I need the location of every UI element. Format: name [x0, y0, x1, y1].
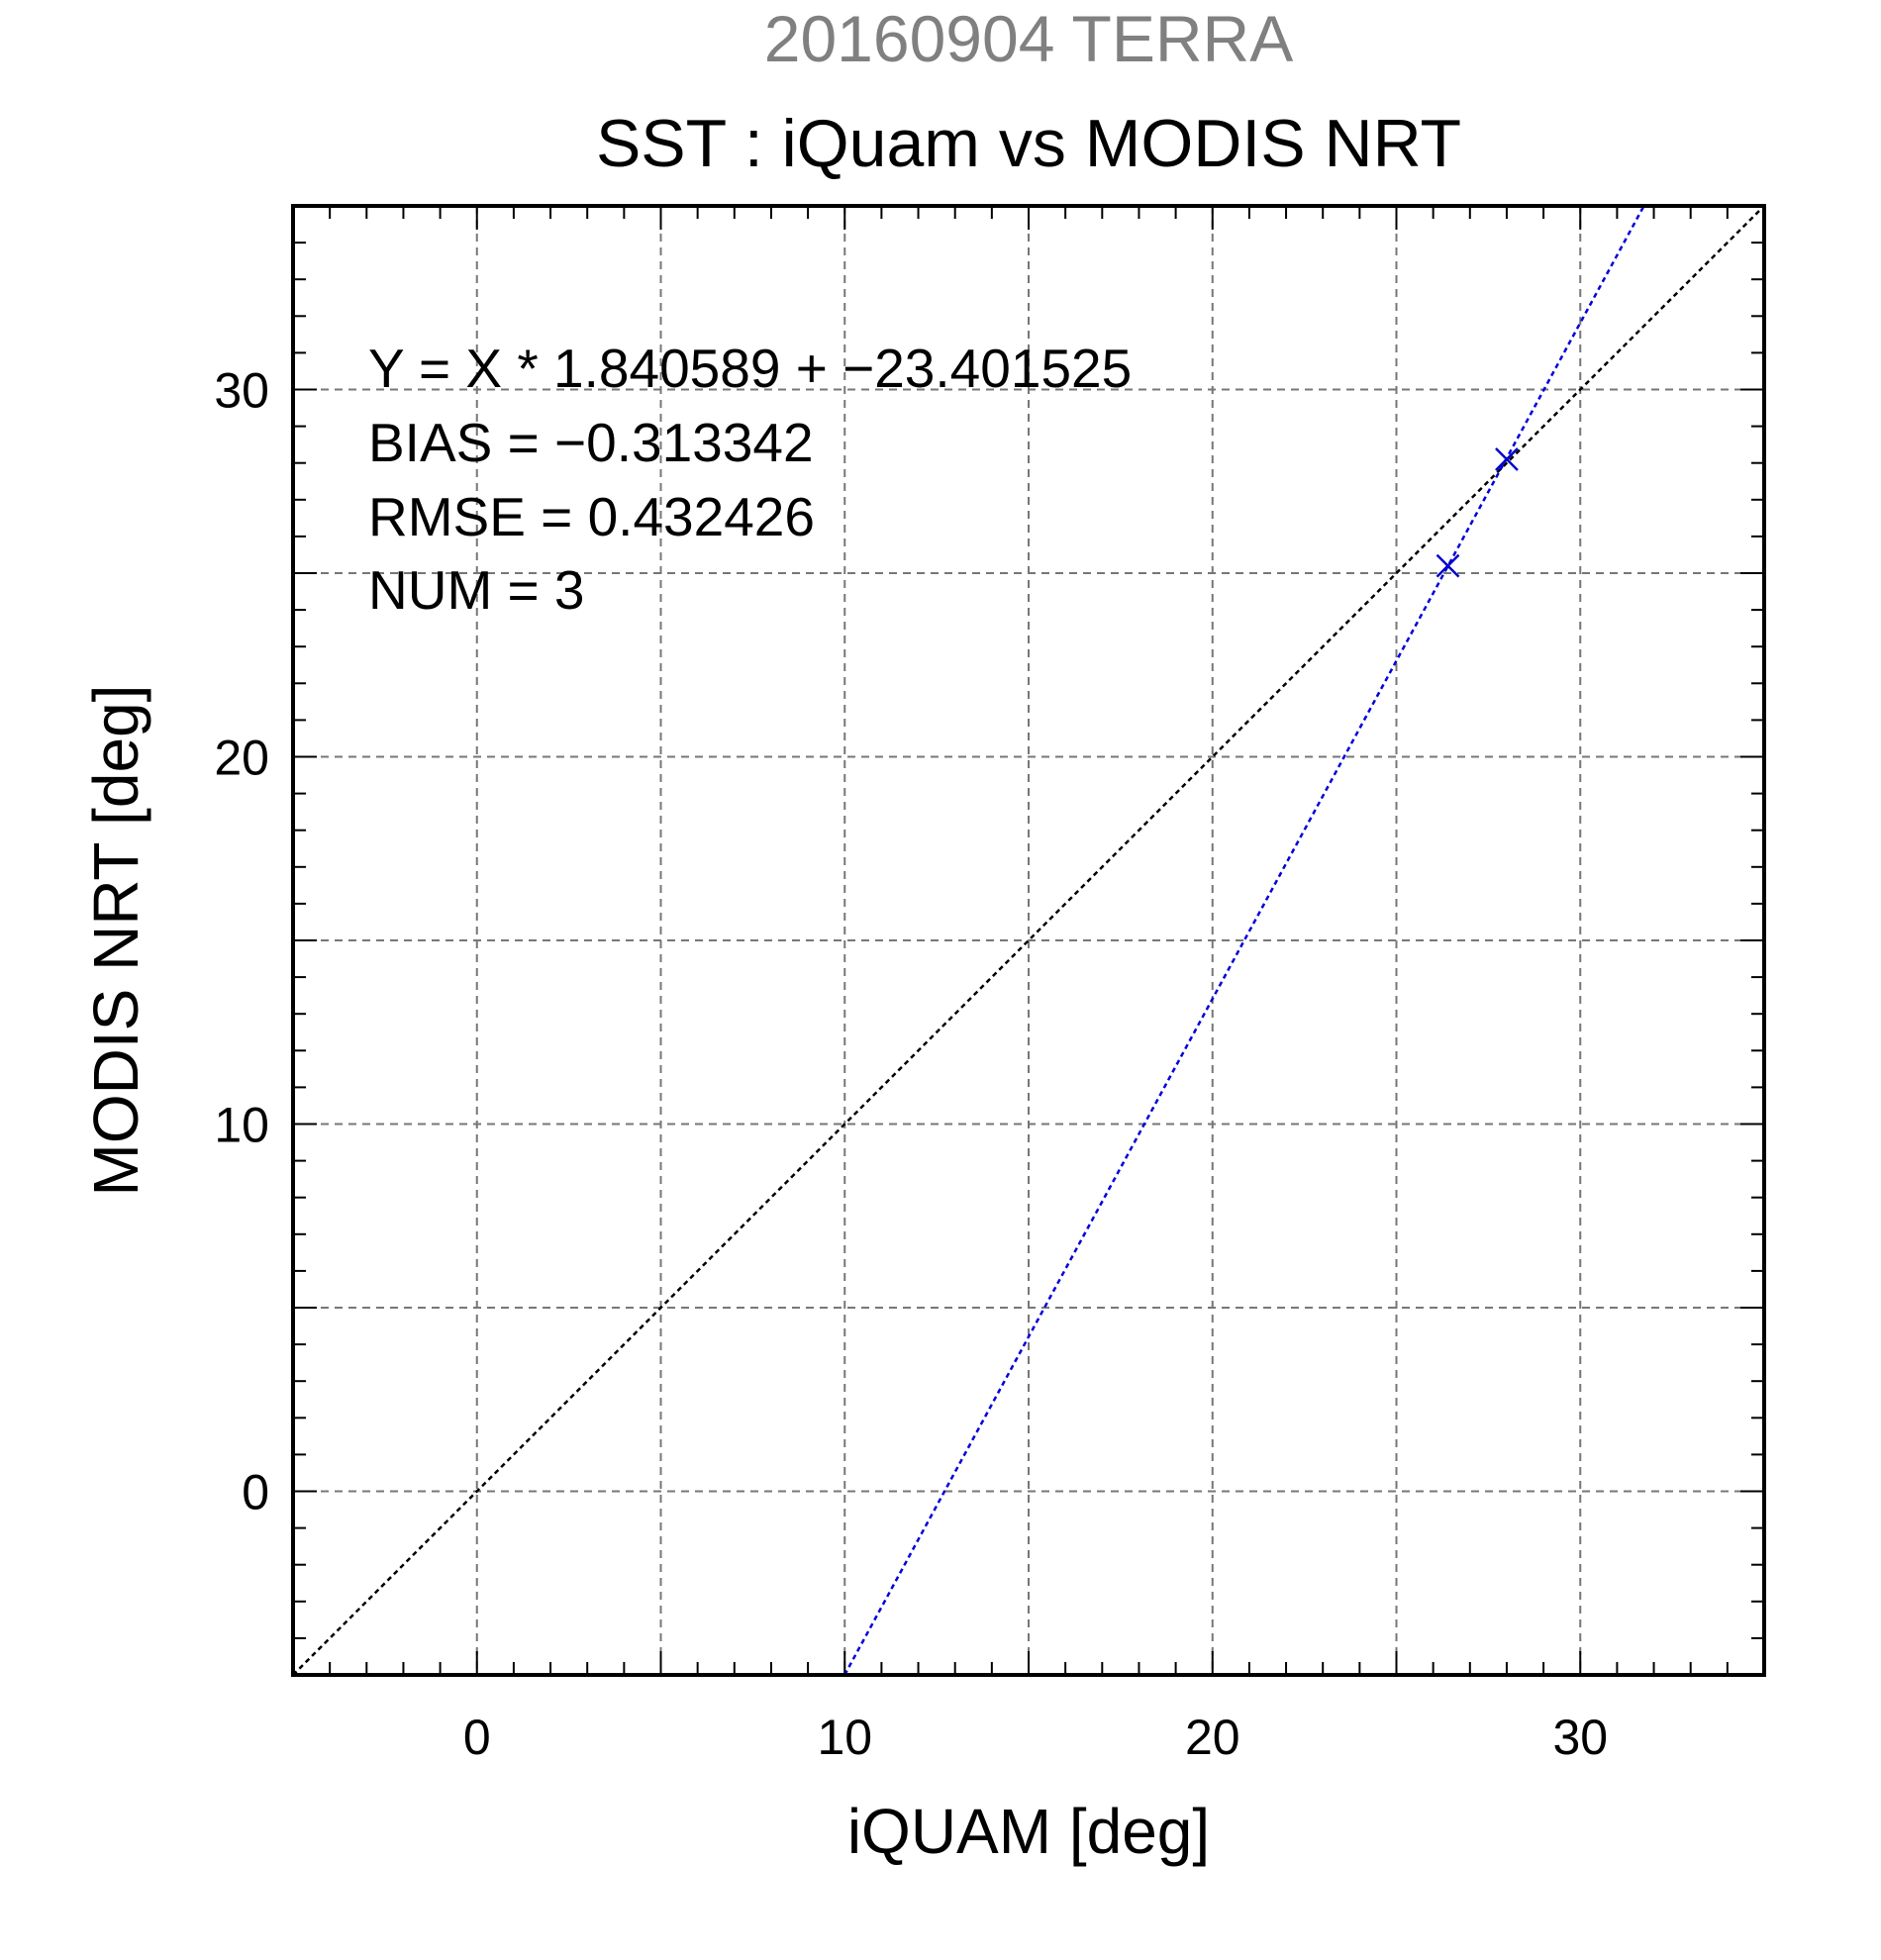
axis-ticks	[292, 205, 1765, 1676]
chart-subtitle: 20160904 TERRA	[764, 2, 1293, 75]
y-axis-label: MODIS NRT [deg]	[80, 685, 151, 1197]
stat-rmse: RMSE = 0.432426	[368, 486, 815, 547]
data-point-stroke	[1495, 447, 1519, 471]
x-tick-label: 10	[817, 1710, 872, 1765]
data-point-stroke	[1436, 553, 1460, 578]
fit-line	[843, 206, 1645, 1675]
x-tick-labels: 0 10 20 30	[463, 1710, 1608, 1765]
chart-title: SST : iQuam vs MODIS NRT	[596, 106, 1461, 181]
stat-fit-equation: Y = X * 1.840589 + −23.401525	[368, 338, 1132, 399]
plot-frame	[291, 204, 1766, 1677]
x-tick-label: 0	[463, 1710, 491, 1765]
x-axis-label: iQUAM [deg]	[847, 1796, 1210, 1867]
y-tick-label: 0	[242, 1465, 269, 1520]
stat-num: NUM = 3	[368, 559, 585, 621]
x-tick-label: 30	[1552, 1710, 1608, 1765]
y-tick-label: 30	[214, 363, 269, 419]
reference-lines	[293, 206, 1764, 1675]
y-tick-labels: 0 10 20 30	[214, 363, 269, 1520]
data-point	[1436, 553, 1460, 578]
stats-block: Y = X * 1.840589 + −23.401525 BIAS = −0.…	[368, 338, 1132, 621]
data-points	[1436, 447, 1519, 578]
grid-lines	[293, 206, 1764, 1675]
y-tick-label: 20	[214, 731, 269, 786]
data-point	[1495, 447, 1519, 471]
y-tick-label: 10	[214, 1098, 269, 1153]
stat-bias: BIAS = −0.313342	[368, 412, 814, 473]
x-tick-label: 20	[1185, 1710, 1240, 1765]
identity-line	[293, 206, 1764, 1675]
